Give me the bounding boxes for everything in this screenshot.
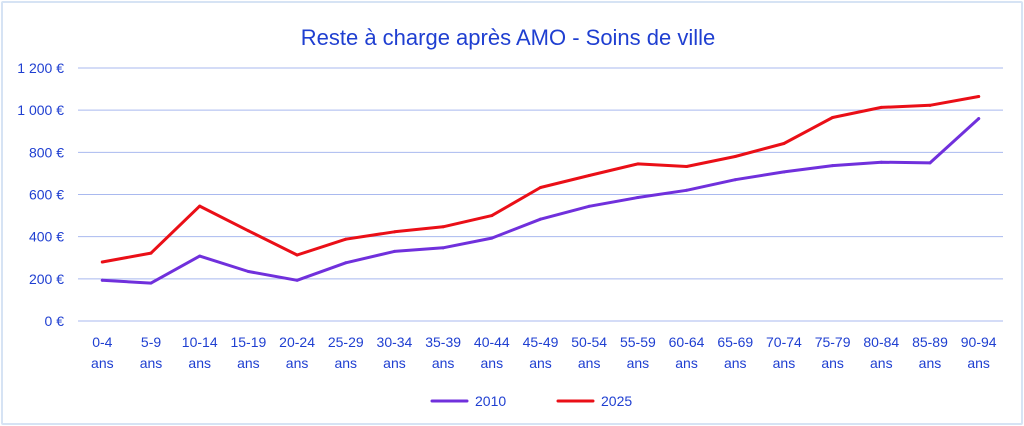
x-tick-label-unit: ans bbox=[237, 355, 260, 371]
data-point-2010 bbox=[246, 269, 250, 273]
data-point-2010 bbox=[149, 281, 153, 285]
x-tick-label-unit: ans bbox=[870, 355, 893, 371]
x-tick-label-unit: ans bbox=[919, 355, 942, 371]
data-point-2025 bbox=[490, 214, 494, 218]
x-tick-label-unit: ans bbox=[188, 355, 211, 371]
x-tick-label-unit: ans bbox=[91, 355, 114, 371]
y-tick-label: 200 € bbox=[29, 271, 64, 287]
data-point-2025 bbox=[733, 155, 737, 159]
x-tick-label: 70-74 bbox=[766, 334, 802, 350]
x-tick-label-unit: ans bbox=[724, 355, 747, 371]
x-tick-label: 5-9 bbox=[141, 334, 161, 350]
x-tick-label: 25-29 bbox=[328, 334, 364, 350]
data-point-2010 bbox=[928, 161, 932, 165]
x-tick-label: 90-94 bbox=[961, 334, 997, 350]
data-point-2010 bbox=[587, 204, 591, 208]
data-point-2010 bbox=[879, 160, 883, 164]
data-point-2025 bbox=[198, 204, 202, 208]
series-line-2025 bbox=[100, 95, 981, 264]
x-tick-label-unit: ans bbox=[821, 355, 844, 371]
x-tick-label-unit: ans bbox=[529, 355, 552, 371]
data-point-2025 bbox=[100, 260, 104, 264]
data-point-2025 bbox=[636, 162, 640, 166]
data-point-2010 bbox=[539, 217, 542, 221]
x-tick-label-unit: ans bbox=[383, 355, 406, 371]
x-tick-label: 40-44 bbox=[474, 334, 510, 350]
y-tick-label: 400 € bbox=[29, 229, 64, 245]
x-tick-label: 30-34 bbox=[377, 334, 413, 350]
data-point-2010 bbox=[344, 261, 348, 265]
data-point-2010 bbox=[295, 278, 299, 282]
x-tick-label: 65-69 bbox=[717, 334, 753, 350]
data-point-2010 bbox=[441, 246, 445, 250]
x-tick-label: 75-79 bbox=[815, 334, 851, 350]
data-point-2010 bbox=[490, 236, 494, 240]
x-tick-label: 60-64 bbox=[669, 334, 705, 350]
x-tick-label: 80-84 bbox=[863, 334, 899, 350]
x-tick-label-unit: ans bbox=[286, 355, 309, 371]
data-point-2025 bbox=[441, 225, 445, 229]
data-point-2025 bbox=[149, 251, 153, 255]
data-point-2010 bbox=[685, 188, 689, 192]
gridlines bbox=[78, 67, 1003, 322]
y-tick-label: 1 200 € bbox=[17, 60, 64, 76]
y-axis-ticks: 0 € 200 € 400 € 600 € 800 € 1 000 € 1 200 € bbox=[17, 60, 64, 329]
data-point-2025 bbox=[831, 116, 835, 120]
data-point-2010 bbox=[733, 178, 737, 182]
data-point-2025 bbox=[928, 103, 932, 107]
x-tick-label-unit: ans bbox=[334, 355, 357, 371]
x-tick-label-unit: ans bbox=[140, 355, 163, 371]
x-tick-label: 15-19 bbox=[230, 334, 266, 350]
x-tick-label-unit: ans bbox=[578, 355, 601, 371]
data-point-2025 bbox=[392, 230, 396, 234]
series-lines bbox=[100, 94, 981, 285]
data-point-2010 bbox=[977, 117, 981, 121]
x-tick-label: 35-39 bbox=[425, 334, 461, 350]
x-tick-label: 0-4 bbox=[92, 334, 112, 350]
data-point-2025 bbox=[782, 141, 786, 145]
data-point-2010 bbox=[831, 164, 835, 168]
y-tick-label: 1 000 € bbox=[17, 102, 64, 118]
data-point-2010 bbox=[782, 170, 786, 174]
x-axis-ticks: 0-4 ans 5-9 ans 10-14 ans 15-19 ans 20-24 ans 25-2… bbox=[91, 334, 997, 371]
data-point-2025 bbox=[879, 105, 883, 109]
legend: 2010 2025 bbox=[430, 393, 632, 409]
data-point-2010 bbox=[392, 249, 396, 253]
x-tick-label-unit: ans bbox=[481, 355, 504, 371]
x-tick-label-unit: ans bbox=[773, 355, 796, 371]
data-point-2025 bbox=[587, 174, 591, 178]
y-tick-label: 0 € bbox=[45, 313, 65, 329]
data-point-2025 bbox=[977, 94, 981, 98]
chart-title: Reste à charge après AMO - Soins de vill… bbox=[301, 25, 716, 50]
x-tick-label: 50-54 bbox=[571, 334, 607, 350]
y-tick-label: 600 € bbox=[29, 187, 64, 203]
data-point-2025 bbox=[295, 253, 299, 257]
legend-label-2025: 2025 bbox=[601, 393, 632, 409]
x-tick-label-unit: ans bbox=[627, 355, 650, 371]
x-tick-label: 20-24 bbox=[279, 334, 315, 350]
x-tick-label: 10-14 bbox=[182, 334, 218, 350]
data-point-2025 bbox=[539, 186, 542, 190]
y-tick-label: 800 € bbox=[29, 144, 64, 160]
data-point-2010 bbox=[198, 254, 202, 258]
data-point-2010 bbox=[100, 278, 104, 282]
x-tick-label-unit: ans bbox=[432, 355, 455, 371]
legend-label-2010: 2010 bbox=[475, 393, 506, 409]
x-tick-label-unit: ans bbox=[675, 355, 698, 371]
series-line-2010 bbox=[100, 117, 981, 285]
data-point-2025 bbox=[344, 237, 348, 241]
x-tick-label-unit: ans bbox=[967, 355, 990, 371]
x-tick-label: 85-89 bbox=[912, 334, 948, 350]
x-tick-label: 45-49 bbox=[523, 334, 559, 350]
x-tick-label: 55-59 bbox=[620, 334, 656, 350]
data-point-2025 bbox=[685, 164, 689, 168]
data-point-2025 bbox=[246, 229, 250, 233]
data-point-2010 bbox=[636, 195, 640, 199]
